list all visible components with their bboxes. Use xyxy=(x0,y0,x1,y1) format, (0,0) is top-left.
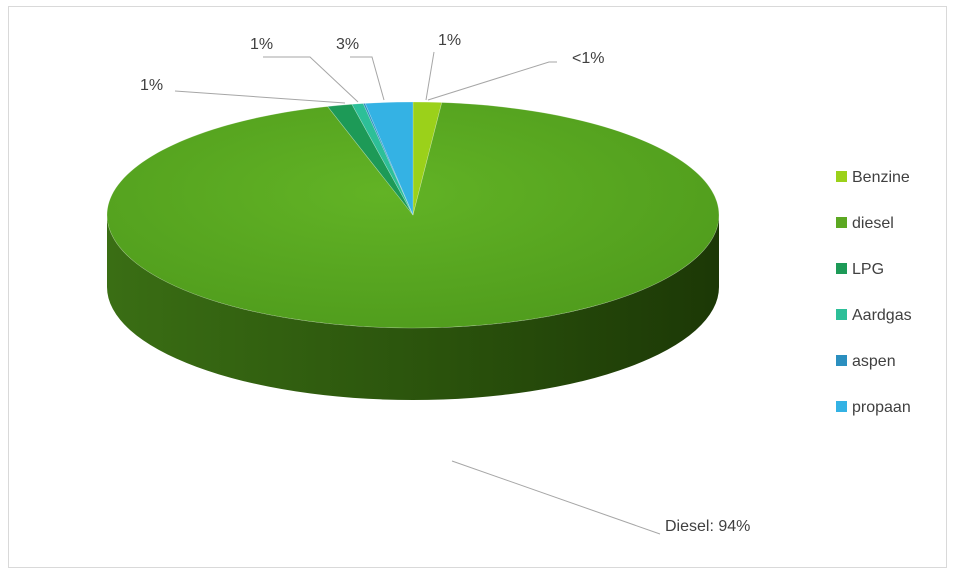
legend-item-aspen[interactable]: aspen xyxy=(836,353,896,370)
legend-label: propaan xyxy=(852,399,911,416)
slice-aspen[interactable] xyxy=(362,103,414,216)
leader-line-propaan xyxy=(350,56,385,101)
legend-swatch xyxy=(836,171,847,182)
legend-item-propaan[interactable]: propaan xyxy=(836,399,911,416)
leader-line-lpg xyxy=(174,90,346,104)
legend-swatch xyxy=(836,401,847,412)
leader-line-aardgas xyxy=(263,56,359,103)
legend-item-aardgas[interactable]: Aardgas xyxy=(836,307,912,324)
legend-label: Benzine xyxy=(852,169,910,186)
data-label-lpg: 1% xyxy=(140,77,163,94)
slice-lpg[interactable] xyxy=(327,103,414,216)
legend-swatch xyxy=(836,263,847,274)
data-label-aspen: <1% xyxy=(572,50,604,67)
leader-line-aspen xyxy=(427,61,557,101)
data-label-propaan: 3% xyxy=(336,36,359,53)
data-label-diesel: Diesel: 94% xyxy=(665,518,750,535)
leader-line-benzine xyxy=(425,51,435,101)
pie-side-wall xyxy=(107,215,719,400)
legend-swatch xyxy=(836,355,847,366)
legend-item-lpg[interactable]: LPG xyxy=(836,261,884,278)
legend-item-diesel[interactable]: diesel xyxy=(836,215,894,232)
slice-propaan[interactable] xyxy=(364,101,414,216)
slice-diesel[interactable] xyxy=(106,102,720,329)
legend-label: aspen xyxy=(852,353,896,370)
leader-line-diesel xyxy=(451,460,661,535)
legend-swatch xyxy=(836,217,847,228)
legend-label: LPG xyxy=(852,261,884,278)
legend: Benzine diesel LPG Aardgas aspen propaan xyxy=(836,169,912,416)
slice-aardgas[interactable] xyxy=(351,103,414,216)
legend-item-benzine[interactable]: Benzine xyxy=(836,169,910,186)
legend-swatch xyxy=(836,309,847,320)
data-label-aardgas: 1% xyxy=(250,36,273,53)
legend-label: Aardgas xyxy=(852,307,912,324)
legend-label: diesel xyxy=(852,215,894,232)
data-label-benzine: 1% xyxy=(438,32,461,49)
slice-benzine[interactable] xyxy=(412,101,443,216)
